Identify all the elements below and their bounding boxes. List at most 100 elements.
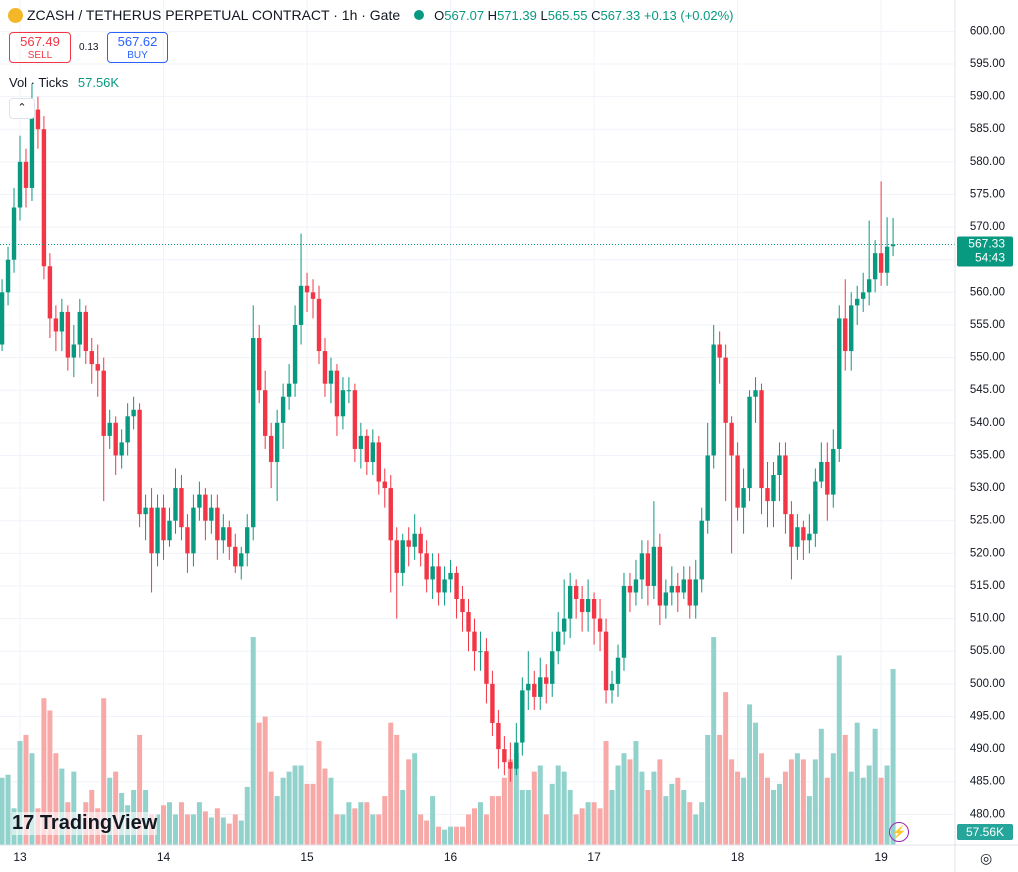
volume-bar [609, 789, 615, 845]
candle-body [831, 448, 836, 495]
candle-body [454, 572, 459, 600]
candle-body [280, 396, 286, 423]
alert-icon[interactable]: ⚡ [889, 822, 909, 842]
volume-bar [5, 774, 11, 845]
candle-body [274, 422, 280, 462]
header: ZCASH / TETHERUS PERPETUAL CONTRACT · 1h… [8, 7, 733, 23]
candle-body [621, 585, 627, 658]
candle-body [771, 475, 776, 502]
price-tag [957, 236, 1013, 267]
candle-body [526, 683, 531, 691]
candle-body [603, 631, 609, 691]
candle-body [795, 527, 800, 547]
y-tick-label: 505.00 [970, 645, 1005, 657]
candle-body [890, 244, 896, 247]
candle-body [687, 579, 692, 606]
volume-bar [214, 808, 220, 845]
candle-body [825, 461, 830, 495]
volume-bar [483, 814, 489, 845]
countdown: 54:43 [975, 251, 1005, 265]
candle-body [573, 585, 579, 600]
candle-body [167, 520, 172, 541]
volume-bar [47, 710, 53, 845]
price-tag-label: 567.33 [968, 237, 1005, 251]
y-tick-label: 485.00 [970, 776, 1005, 788]
ohlc-label: O [434, 7, 445, 23]
y-tick-label: 595.00 [970, 58, 1005, 70]
candle-body [735, 455, 740, 508]
coin-icon [8, 7, 23, 23]
volume-bar [316, 741, 322, 845]
candle-body [496, 722, 501, 750]
ohlc-label: H [487, 7, 498, 23]
volume-bar [196, 802, 202, 845]
candle-body [753, 390, 758, 397]
volume-bar [477, 802, 483, 845]
candle-body [215, 507, 220, 541]
volume-bar [567, 789, 573, 845]
y-tick-label: 540.00 [970, 417, 1005, 429]
volume-bar [513, 753, 519, 845]
candle-body [364, 435, 370, 462]
candle-body [245, 527, 250, 554]
candle-body [41, 129, 47, 267]
buy-button[interactable]: 567.62 BUY [107, 32, 168, 63]
candle-body [837, 318, 842, 449]
ohlc-value: 571.39 [497, 7, 537, 23]
candle-body [328, 370, 334, 384]
volume-bar [788, 759, 794, 845]
candle-body [597, 618, 603, 632]
candle-body [257, 338, 262, 391]
volume-bar [400, 789, 406, 845]
candle-body [11, 207, 17, 260]
volume-bar [448, 826, 454, 845]
volume-bar [268, 771, 274, 845]
candle-body [729, 422, 734, 456]
volume-bar [208, 817, 214, 845]
candle-body [502, 749, 507, 763]
volume-bar [854, 722, 860, 845]
volume-bar [615, 765, 621, 845]
candle-body [382, 481, 387, 489]
collapse-button[interactable]: ⌃ [9, 98, 35, 119]
candle-body [717, 344, 722, 358]
volume-bar [878, 777, 884, 845]
sell-button[interactable]: 567.49 SELL [9, 32, 71, 63]
volume-bar [621, 753, 627, 845]
volume-bar [729, 759, 735, 845]
volume-bar [537, 765, 543, 845]
volume-bar [818, 728, 824, 845]
settings-icon[interactable]: ◎ [980, 850, 993, 866]
candle-body [83, 311, 88, 352]
candle-body [292, 324, 298, 384]
logo-text: TradingView [39, 812, 158, 834]
volume-bar [735, 771, 741, 845]
volume-bar [723, 692, 729, 845]
volume-bar [340, 814, 346, 845]
candle-body [789, 514, 794, 547]
volume-bar [107, 777, 113, 845]
x-tick-label: 13 [13, 850, 27, 864]
volume-bar [561, 771, 567, 845]
candle-body [107, 422, 112, 436]
volume-bar [872, 728, 878, 845]
candle-body [532, 683, 537, 697]
candle-body [813, 481, 818, 534]
volume-bar [824, 777, 830, 845]
volume-bar [639, 771, 645, 845]
candle-body [579, 599, 585, 613]
volume-bar [298, 765, 304, 845]
candle-body [89, 351, 94, 365]
volume-bar [651, 771, 657, 845]
volume-bar [161, 805, 167, 845]
y-tick-label: 560.00 [970, 286, 1005, 298]
candle-body [442, 579, 447, 593]
volume-bar [489, 796, 495, 845]
candle-body [538, 677, 543, 697]
candle-body [5, 259, 11, 293]
volume-bar [430, 796, 436, 845]
y-tick-label: 545.00 [970, 384, 1005, 396]
volume-bar [23, 734, 29, 845]
y-tick-label: 550.00 [970, 352, 1005, 364]
